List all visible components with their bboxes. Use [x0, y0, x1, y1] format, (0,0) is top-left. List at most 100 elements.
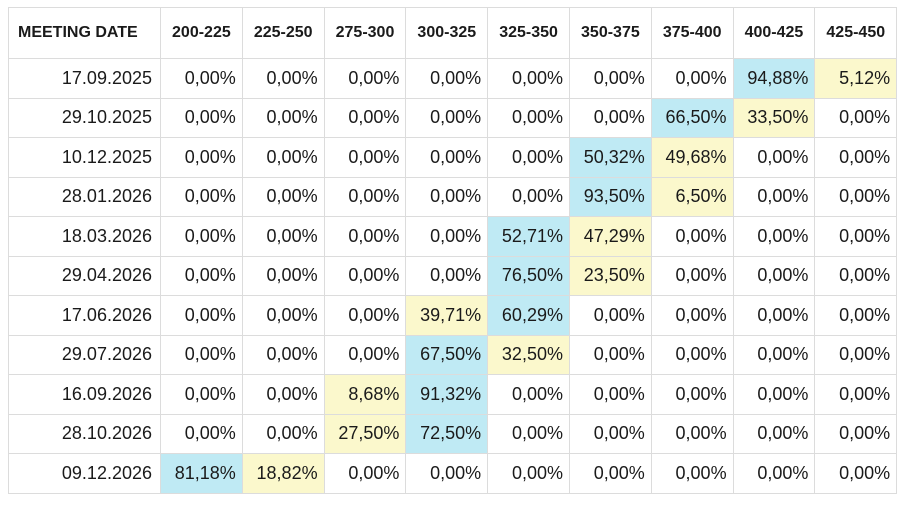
probability-cell: 0,00% [241, 374, 325, 415]
column-header-range: 275-300 [323, 7, 407, 59]
probability-cell: 27,50% [323, 413, 407, 454]
meeting-date-cell: 09.12.2026 [8, 453, 161, 494]
probability-cell: 93,50% [568, 176, 652, 217]
probability-cell: 0,00% [732, 453, 816, 494]
probability-cell: 0,00% [732, 216, 816, 257]
probability-cell: 0,00% [487, 453, 570, 494]
probability-cell: 0,00% [814, 453, 898, 494]
probability-cell: 0,00% [323, 255, 407, 296]
probability-cell: 81,18% [160, 453, 243, 494]
probability-cell: 91,32% [405, 374, 489, 415]
table-row: 17.06.2026 0,00% 0,00% 0,00% 39,71% 60,29% 0,0… [8, 295, 898, 336]
probability-cell: 47,29% [568, 216, 652, 257]
table-row: 10.12.2025 0,00% 0,00% 0,00% 0,00% 0,00% 50,32… [8, 137, 898, 178]
column-header-range: 400-425 [732, 7, 816, 59]
probability-cell: 0,00% [732, 176, 816, 217]
table-row: 28.10.2026 0,00% 0,00% 27,50% 72,50% 0,00% 0,0… [8, 413, 898, 454]
probability-cell: 0,00% [160, 255, 243, 296]
probability-cell: 0,00% [405, 97, 489, 138]
column-header-range: 225-250 [241, 7, 325, 59]
probability-cell: 0,00% [568, 58, 652, 99]
probability-cell: 0,00% [650, 413, 734, 454]
probability-cell: 6,50% [650, 176, 734, 217]
probability-cell: 0,00% [323, 453, 407, 494]
table-row: 28.01.2026 0,00% 0,00% 0,00% 0,00% 0,00% 93,50… [8, 176, 898, 217]
probability-cell: 0,00% [814, 97, 898, 138]
probability-cell: 72,50% [405, 413, 489, 454]
probability-cell: 5,12% [814, 58, 898, 99]
table-row: 29.07.2026 0,00% 0,00% 0,00% 67,50% 32,50% 0,0… [8, 334, 898, 375]
probability-cell: 0,00% [241, 255, 325, 296]
probability-cell: 0,00% [650, 334, 734, 375]
probability-cell: 0,00% [814, 374, 898, 415]
probability-cell: 0,00% [160, 413, 243, 454]
probability-cell: 0,00% [487, 137, 570, 178]
table-row: 29.10.2025 0,00% 0,00% 0,00% 0,00% 0,00% 0,00%… [8, 97, 898, 138]
probability-cell: 0,00% [160, 176, 243, 217]
column-header-range: 375-400 [650, 7, 734, 59]
probability-cell: 0,00% [814, 176, 898, 217]
probability-cell: 0,00% [241, 295, 325, 336]
probability-cell: 0,00% [568, 295, 652, 336]
probability-cell: 0,00% [160, 58, 243, 99]
probability-cell: 67,50% [405, 334, 489, 375]
header-row: MEETING DATE 200-225 225-250 275-300 300-325… [8, 7, 898, 59]
probability-cell: 0,00% [241, 176, 325, 217]
table-row: 29.04.2026 0,00% 0,00% 0,00% 0,00% 76,50% 23,5… [8, 255, 898, 296]
probability-cell: 0,00% [160, 137, 243, 178]
probability-cell: 50,32% [568, 137, 652, 178]
table-body: 17.09.2025 0,00% 0,00% 0,00% 0,00% 0,00% 0,00%… [8, 58, 898, 494]
probability-cell: 0,00% [650, 453, 734, 494]
meeting-date-cell: 29.10.2025 [8, 97, 161, 138]
probability-cell: 0,00% [732, 295, 816, 336]
probability-cell: 0,00% [405, 216, 489, 257]
probability-cell: 0,00% [323, 58, 407, 99]
probability-cell: 0,00% [814, 137, 898, 178]
meeting-date-cell: 10.12.2025 [8, 137, 161, 178]
meeting-date-cell: 17.06.2026 [8, 295, 161, 336]
probability-cell: 8,68% [323, 374, 407, 415]
table-row: 18.03.2026 0,00% 0,00% 0,00% 0,00% 52,71% 47,2… [8, 216, 898, 257]
probability-cell: 0,00% [568, 453, 652, 494]
probability-cell: 0,00% [732, 255, 816, 296]
probability-cell: 0,00% [160, 295, 243, 336]
probability-cell: 0,00% [405, 176, 489, 217]
probability-cell: 0,00% [405, 453, 489, 494]
meeting-date-cell: 16.09.2026 [8, 374, 161, 415]
meeting-date-cell: 28.01.2026 [8, 176, 161, 217]
probability-cell: 0,00% [732, 334, 816, 375]
probability-cell: 0,00% [650, 216, 734, 257]
probability-cell: 0,00% [323, 216, 407, 257]
table-row: 16.09.2026 0,00% 0,00% 8,68% 91,32% 0,00% 0,00… [8, 374, 898, 415]
probability-cell: 0,00% [160, 97, 243, 138]
probability-cell: 0,00% [241, 334, 325, 375]
column-header-range: 325-350 [487, 7, 570, 59]
meeting-date-cell: 18.03.2026 [8, 216, 161, 257]
probability-cell: 33,50% [732, 97, 816, 138]
probability-cell: 0,00% [568, 97, 652, 138]
probability-cell: 0,00% [814, 216, 898, 257]
probability-cell: 0,00% [405, 255, 489, 296]
probability-cell: 0,00% [732, 374, 816, 415]
column-header-range: 425-450 [814, 7, 898, 59]
probability-cell: 0,00% [568, 413, 652, 454]
table-row: 17.09.2025 0,00% 0,00% 0,00% 0,00% 0,00% 0,00%… [8, 58, 898, 99]
probability-cell: 0,00% [241, 137, 325, 178]
probability-cell: 0,00% [814, 413, 898, 454]
probability-cell: 0,00% [568, 334, 652, 375]
probability-cell: 52,71% [487, 216, 570, 257]
probability-cell: 0,00% [650, 374, 734, 415]
probability-cell: 0,00% [814, 295, 898, 336]
probability-cell: 0,00% [160, 216, 243, 257]
probability-cell: 0,00% [814, 255, 898, 296]
probability-cell: 0,00% [323, 334, 407, 375]
probability-cell: 0,00% [160, 334, 243, 375]
probability-cell: 0,00% [241, 97, 325, 138]
column-header-range: 350-375 [568, 7, 652, 59]
probability-cell: 60,29% [487, 295, 570, 336]
probability-cell: 0,00% [405, 58, 489, 99]
probability-cell: 0,00% [650, 255, 734, 296]
probability-cell: 0,00% [323, 295, 407, 336]
probability-cell: 18,82% [241, 453, 325, 494]
